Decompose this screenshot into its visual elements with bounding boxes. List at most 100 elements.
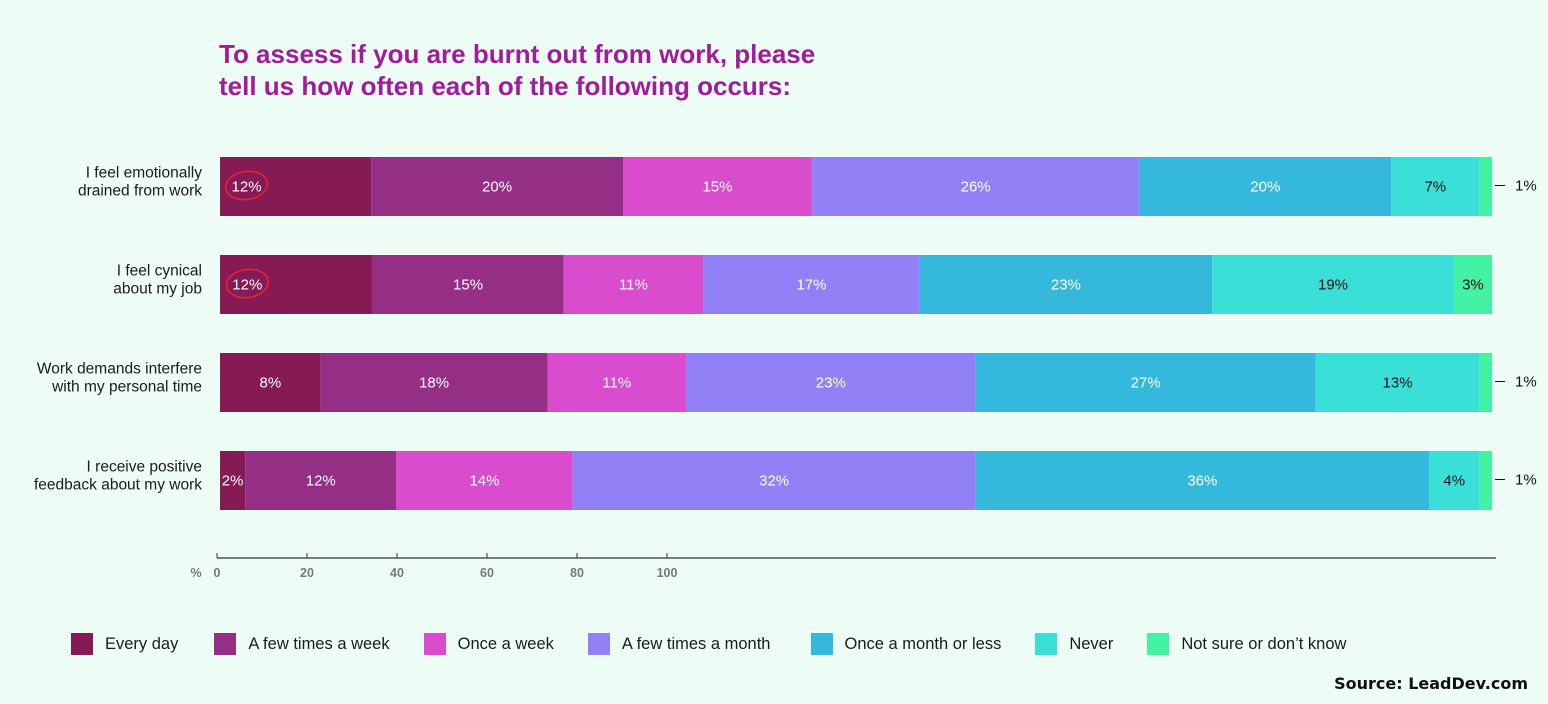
- row-label: feedback about my work: [34, 477, 202, 494]
- data-label: 17%: [796, 277, 826, 294]
- row-label: with my personal time: [51, 379, 202, 396]
- bar-segment: [320, 353, 548, 412]
- bar-segment: [975, 353, 1316, 412]
- legend-label: Once a week: [457, 634, 554, 653]
- legend-label: Never: [1069, 634, 1114, 653]
- highlight-circle: [225, 268, 270, 299]
- bar-segment: [396, 451, 573, 510]
- row-label: I feel emotionally: [86, 165, 203, 182]
- data-label: 27%: [1131, 375, 1161, 392]
- bar-segment: [703, 255, 920, 314]
- legend-label: A few times a month: [621, 634, 771, 653]
- data-label: 23%: [1051, 277, 1081, 294]
- legend-item: A few times a week: [214, 633, 390, 655]
- chart-title: To assess if you are burnt out from work…: [219, 39, 816, 101]
- bar-segment: [1453, 255, 1492, 314]
- legend-swatch: [587, 633, 610, 655]
- legend-swatch: [1147, 633, 1170, 655]
- data-label: 12%: [306, 473, 336, 490]
- x-tick-label: 0: [214, 566, 221, 580]
- legend-swatch: [71, 633, 93, 655]
- legend-label: Not sure or don’t know: [1181, 634, 1347, 653]
- data-label: 36%: [1187, 473, 1217, 490]
- bar-segment: [1429, 451, 1480, 510]
- legend-item: Never: [1035, 633, 1113, 655]
- x-tick-label: 20: [300, 566, 314, 580]
- bar-segment: [1391, 157, 1480, 216]
- data-label: 15%: [453, 277, 483, 294]
- data-label: 1%: [1515, 374, 1537, 391]
- legend-item: Once a month or less: [810, 633, 1002, 655]
- bar-segment: [1212, 255, 1454, 314]
- data-label: 15%: [702, 179, 732, 196]
- legend-label: Every day: [105, 634, 179, 653]
- legend-item: Every day: [71, 633, 178, 655]
- legend: Every day A few times a week Once a week A …: [71, 632, 1346, 656]
- data-label: 4%: [1443, 473, 1465, 490]
- x-axis-unit: %: [190, 566, 201, 580]
- data-label: 2%: [222, 473, 244, 490]
- bar-segment: [1315, 353, 1480, 412]
- data-label: 12%: [232, 179, 262, 196]
- data-label: 8%: [260, 375, 282, 392]
- bar-segment: [547, 353, 686, 412]
- bar-segment: [1479, 157, 1492, 216]
- data-label: 18%: [419, 375, 449, 392]
- data-label: 26%: [961, 179, 991, 196]
- legend-item: Once a week: [423, 633, 554, 655]
- legend-label: A few times a week: [248, 634, 390, 653]
- bar-segment: [220, 255, 373, 314]
- legend-swatch: [810, 633, 833, 655]
- bar-segment: [245, 451, 397, 510]
- bar-segment: [220, 451, 246, 510]
- legend-swatch: [1035, 633, 1058, 655]
- row-label: drained from work: [78, 183, 202, 200]
- bar-segment: [1479, 353, 1492, 412]
- row-label: I receive positive: [87, 459, 202, 476]
- data-label: 14%: [469, 473, 499, 490]
- bar-segment: [371, 157, 624, 216]
- data-label: 13%: [1383, 375, 1413, 392]
- bar-segment: [623, 157, 812, 216]
- legend-item: A few times a month: [587, 633, 771, 655]
- bar-segment: [563, 255, 704, 314]
- x-tick-label: 80: [570, 566, 584, 580]
- bar-segment: [572, 451, 976, 510]
- bar-segment: [1139, 157, 1392, 216]
- bar-segment: [220, 353, 321, 412]
- data-label: 20%: [1250, 179, 1280, 196]
- bar-segment: [685, 353, 976, 412]
- data-label: 32%: [759, 473, 789, 490]
- data-label: 1%: [1515, 472, 1537, 489]
- bar-segment: [1479, 451, 1492, 510]
- data-label: 23%: [816, 375, 846, 392]
- row-label: I feel cynical: [117, 263, 202, 280]
- bar-segment: [372, 255, 564, 314]
- highlight-circle: [224, 170, 269, 201]
- bar-segment: [811, 157, 1140, 216]
- legend-swatch: [423, 633, 446, 655]
- data-label: 11%: [602, 375, 631, 392]
- x-tick-label: 60: [480, 566, 494, 580]
- bar-segment: [220, 157, 372, 216]
- legend-label: Once a month or less: [844, 634, 1002, 653]
- bar-segment: [919, 255, 1213, 314]
- data-label: 20%: [482, 179, 512, 196]
- x-tick-label: 100: [657, 566, 678, 580]
- data-label: 11%: [619, 277, 648, 294]
- bar-segment: [975, 451, 1430, 510]
- legend-item: Not sure or don’t know: [1147, 633, 1346, 655]
- row-label: about my job: [113, 281, 202, 298]
- data-label: 7%: [1424, 179, 1446, 196]
- x-tick-label: 40: [390, 566, 404, 580]
- data-label: 19%: [1318, 277, 1348, 294]
- legend-swatch: [214, 633, 237, 655]
- source-credit: Source: LeadDev.com: [1334, 674, 1528, 693]
- data-label: 12%: [232, 277, 262, 294]
- data-label: 3%: [1462, 277, 1484, 294]
- row-label: Work demands interfere: [37, 361, 202, 378]
